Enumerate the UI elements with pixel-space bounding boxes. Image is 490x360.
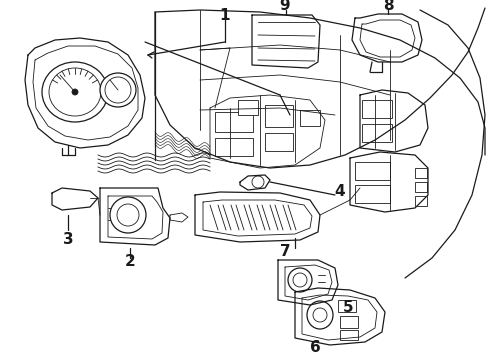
Bar [340, 330, 358, 340]
Ellipse shape [288, 268, 312, 292]
Text: 2: 2 [124, 255, 135, 270]
Bar [338, 300, 356, 312]
Ellipse shape [293, 273, 307, 287]
Ellipse shape [110, 197, 146, 233]
Text: 1: 1 [220, 8, 230, 22]
Bar [215, 112, 253, 132]
Bar [415, 168, 427, 178]
Ellipse shape [252, 176, 264, 188]
Ellipse shape [117, 204, 139, 226]
Bar [415, 196, 427, 206]
Bar [215, 138, 253, 156]
Bar [265, 105, 293, 127]
Ellipse shape [100, 73, 136, 107]
Text: 9: 9 [280, 0, 290, 13]
Ellipse shape [72, 89, 78, 95]
Ellipse shape [105, 77, 131, 103]
Text: 8: 8 [383, 0, 393, 13]
Text: 5: 5 [343, 301, 353, 315]
Bar [362, 100, 392, 118]
Text: 7: 7 [280, 244, 290, 260]
Text: 3: 3 [63, 233, 74, 248]
Bar [300, 110, 320, 126]
Bar [355, 185, 390, 203]
Bar [340, 316, 358, 328]
Bar [415, 182, 427, 192]
Bar [265, 133, 293, 151]
Bar [362, 124, 392, 142]
Ellipse shape [313, 308, 327, 322]
Text: 4: 4 [335, 184, 345, 199]
Bar [238, 100, 258, 115]
Ellipse shape [49, 68, 101, 116]
Text: 6: 6 [310, 341, 320, 356]
Bar [355, 162, 390, 180]
Ellipse shape [307, 301, 333, 329]
Ellipse shape [42, 62, 108, 122]
